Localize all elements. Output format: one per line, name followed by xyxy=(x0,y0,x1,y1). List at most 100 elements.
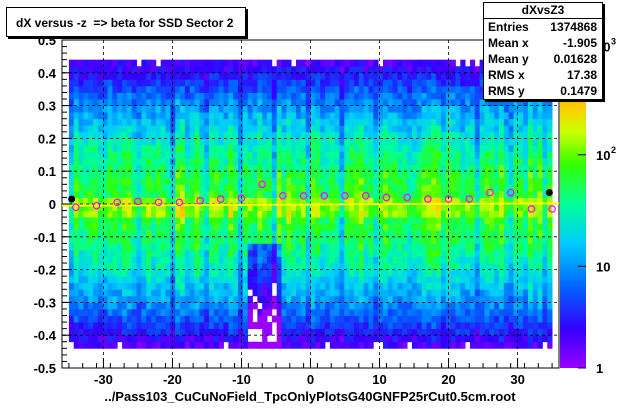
heatmap-cell xyxy=(112,158,118,166)
heatmap-cell xyxy=(223,164,229,172)
heatmap-cell xyxy=(358,177,365,185)
heatmap-cell xyxy=(387,118,394,126)
heatmap-cell xyxy=(83,243,89,251)
heatmap-cell xyxy=(465,171,471,179)
heatmap-cell xyxy=(180,131,186,139)
heatmap-cell xyxy=(450,276,456,284)
heatmap-cell xyxy=(339,302,345,310)
heatmap-cell xyxy=(180,66,186,74)
heatmap-cell xyxy=(402,158,408,166)
heatmap-cell xyxy=(532,99,538,106)
heatmap-cell xyxy=(117,131,123,139)
heatmap-cell xyxy=(296,269,302,277)
heatmap-cell xyxy=(373,230,379,238)
heatmap-cell xyxy=(358,282,365,290)
heatmap-cell xyxy=(363,131,369,139)
heatmap-cell xyxy=(411,256,418,264)
heatmap-cell xyxy=(218,315,224,323)
heatmap-cell xyxy=(291,171,297,179)
heatmap-cell xyxy=(315,249,321,257)
edge-marker xyxy=(68,195,76,203)
heatmap-cell xyxy=(465,210,471,218)
heatmap-cell xyxy=(513,125,519,133)
heatmap-cell xyxy=(112,99,118,106)
heatmap-cell xyxy=(242,138,249,146)
heatmap-cell xyxy=(165,276,171,284)
heatmap-cell xyxy=(325,105,331,113)
heatmap-cell xyxy=(474,79,481,87)
heatmap-cell xyxy=(392,85,398,93)
heatmap-cell xyxy=(151,269,157,277)
heatmap-cell xyxy=(411,144,418,152)
heatmap-cell xyxy=(469,289,476,297)
heatmap-cell xyxy=(494,315,500,323)
heatmap-cell xyxy=(542,308,548,316)
heatmap-cell xyxy=(170,223,176,231)
heatmap-cell xyxy=(368,282,374,290)
heatmap-cell xyxy=(498,302,505,310)
heatmap-cell xyxy=(281,315,287,323)
heatmap-cell xyxy=(436,302,442,310)
heatmap-cell xyxy=(421,164,427,172)
heatmap-cell xyxy=(474,125,481,133)
heatmap-cell xyxy=(97,223,104,231)
heatmap-cell xyxy=(474,85,481,93)
heatmap-cell xyxy=(107,184,113,192)
heatmap-cell xyxy=(407,66,413,74)
heatmap-cell xyxy=(315,164,321,172)
heatmap-cell xyxy=(189,92,195,100)
heatmap-cell xyxy=(508,184,514,192)
heatmap-cell xyxy=(262,184,268,192)
heatmap-cell xyxy=(363,105,369,113)
heatmap-cell xyxy=(300,99,307,106)
heatmap-cell xyxy=(218,308,224,316)
heatmap-cell xyxy=(73,341,79,349)
heatmap-cell xyxy=(218,66,224,74)
heatmap-cell xyxy=(513,289,519,297)
heatmap-cell xyxy=(88,79,94,87)
heatmap-cell xyxy=(440,204,447,211)
heatmap-cell xyxy=(329,204,336,211)
heatmap-cell xyxy=(180,341,186,349)
heatmap-cell xyxy=(300,315,307,323)
heatmap-cell xyxy=(407,59,413,67)
heatmap-cell xyxy=(344,204,350,211)
heatmap-cell xyxy=(542,282,548,290)
heatmap-cell xyxy=(126,59,133,67)
heatmap-cell xyxy=(126,144,133,152)
heatmap-cell xyxy=(228,322,234,330)
heatmap-cell xyxy=(373,269,379,277)
heatmap-cell xyxy=(431,328,437,336)
heatmap-cell xyxy=(209,190,215,198)
heatmap-cell xyxy=(537,138,543,146)
profile-marker xyxy=(382,193,391,202)
heatmap-cell xyxy=(78,263,84,270)
fit-line xyxy=(61,202,560,207)
heatmap-cell xyxy=(83,92,89,100)
heatmap-cell xyxy=(484,341,490,349)
heatmap-cell xyxy=(252,217,258,225)
heatmap-cell xyxy=(146,282,152,290)
heatmap-cell xyxy=(518,335,524,343)
heatmap-cell xyxy=(532,105,538,113)
heatmap-cell xyxy=(474,322,481,330)
heatmap-cell xyxy=(213,335,220,343)
heatmap-cell xyxy=(358,230,365,238)
heatmap-cell xyxy=(460,151,466,159)
heatmap-cell xyxy=(542,112,548,120)
heatmap-cell xyxy=(107,118,113,126)
heatmap-cell xyxy=(189,59,195,67)
heatmap-cell xyxy=(136,151,142,159)
heatmap-cell xyxy=(320,99,326,106)
heatmap-cell xyxy=(291,243,297,251)
heatmap-cell xyxy=(151,197,157,205)
heatmap-cell xyxy=(252,184,258,192)
heatmap-cell xyxy=(204,151,210,159)
heatmap-cell xyxy=(344,328,350,336)
heatmap-cell xyxy=(247,322,253,330)
heatmap-cell xyxy=(204,302,210,310)
heatmap-cell xyxy=(440,118,447,126)
heatmap-cell xyxy=(73,236,79,244)
heatmap-cell xyxy=(184,308,191,316)
heatmap-cell xyxy=(83,263,89,270)
